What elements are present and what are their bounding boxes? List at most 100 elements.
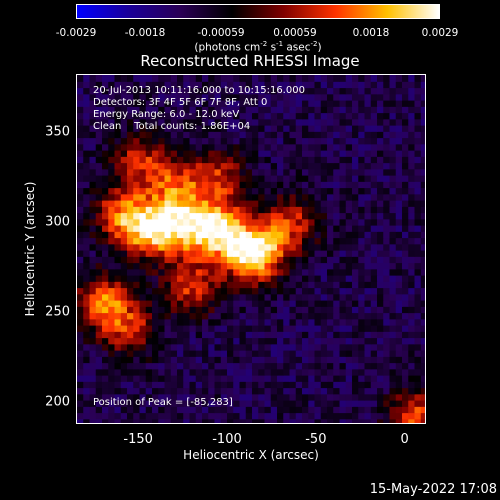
heatmap-cell (214, 87, 222, 95)
heatmap-cell (333, 212, 341, 220)
heatmap-cell (395, 250, 403, 257)
heatmap-cell (264, 337, 272, 345)
heatmap-cell (295, 131, 303, 139)
heatmap-cell (277, 256, 284, 264)
heatmap-cell (127, 112, 134, 120)
heatmap-cell (220, 168, 228, 176)
heatmap-cell (277, 118, 284, 126)
heatmap-cell (333, 100, 341, 107)
heatmap-cell (339, 100, 347, 107)
heatmap-cell (320, 400, 328, 407)
heatmap-cell (170, 406, 178, 414)
heatmap-cell (127, 193, 134, 201)
heatmap-cell (270, 368, 278, 376)
x-tick-label: -50 (305, 432, 327, 447)
heatmap-cell (408, 250, 416, 257)
heatmap-cell (233, 375, 241, 382)
y-tick-label: 200 (45, 394, 70, 410)
heatmap-cell (252, 250, 259, 257)
heatmap-cell (333, 93, 341, 101)
heatmap-cell (139, 400, 147, 407)
heatmap-cell (77, 75, 84, 82)
heatmap-cell (377, 206, 384, 214)
heatmap-cell (108, 225, 116, 232)
heatmap-cell (420, 131, 425, 139)
heatmap-cell (295, 337, 303, 345)
heatmap-cell (145, 331, 153, 339)
heatmap-cell (145, 150, 153, 157)
heatmap-cell (377, 256, 384, 264)
heatmap-cell (308, 212, 316, 220)
heatmap-cell (420, 325, 425, 332)
heatmap-cell (89, 218, 97, 226)
heatmap-cell (370, 143, 378, 151)
annotation-time-range: 20-Jul-2013 10:11:16.000 to 10:15:16.000 (93, 85, 305, 96)
heatmap-cell (189, 337, 197, 345)
heatmap-cell (302, 375, 309, 382)
heatmap-cell (364, 306, 372, 314)
heatmap-cell (195, 368, 203, 376)
heatmap-cell (108, 156, 116, 164)
heatmap-cell (270, 125, 278, 132)
heatmap-cell (364, 387, 372, 395)
heatmap-cell (377, 306, 384, 314)
heatmap-cell (139, 218, 147, 226)
heatmap-cell (289, 125, 297, 132)
heatmap-cell (120, 356, 128, 364)
heatmap-cell (77, 393, 84, 401)
heatmap-cell (352, 231, 359, 239)
heatmap-cell (408, 262, 416, 270)
heatmap-cell (320, 193, 328, 201)
heatmap-cell (227, 218, 234, 226)
heatmap-cell (302, 237, 309, 245)
heatmap-cell (364, 318, 372, 326)
heatmap-cell (295, 212, 303, 220)
heatmap-cell (214, 406, 222, 414)
heatmap-cell (308, 300, 316, 307)
heatmap-cell (77, 306, 84, 314)
heatmap-cell (239, 237, 247, 245)
heatmap-cell (164, 200, 172, 207)
heatmap-cell (333, 112, 341, 120)
heatmap-cell (214, 400, 222, 407)
heatmap-cell (245, 118, 253, 126)
heatmap-cell (214, 250, 222, 257)
heatmap-cell (214, 287, 222, 295)
heatmap-cell (377, 137, 384, 145)
heatmap-cell (164, 243, 172, 251)
heatmap-cell (364, 262, 372, 270)
heatmap-cell (402, 168, 409, 176)
heatmap-cell (133, 143, 141, 151)
heatmap-cell (89, 312, 97, 320)
heatmap-cell (208, 293, 216, 301)
heatmap-cell (245, 143, 253, 151)
heatmap-cell (264, 387, 272, 395)
heatmap-cell (177, 175, 184, 182)
heatmap-cell (408, 187, 416, 195)
heatmap-cell (389, 106, 397, 114)
heatmap-cell (327, 218, 334, 226)
heatmap-cell (364, 250, 372, 257)
heatmap-cell (420, 387, 425, 395)
heatmap-cell (264, 356, 272, 364)
heatmap-cell (195, 143, 203, 151)
heatmap-cell (252, 256, 259, 264)
heatmap-cell (164, 281, 172, 289)
heatmap-cell (314, 406, 322, 414)
heatmap-cell (189, 93, 197, 101)
heatmap-cell (370, 337, 378, 345)
heatmap-cell (264, 368, 272, 376)
heatmap-cell (383, 87, 391, 95)
heatmap-cell (239, 243, 247, 251)
heatmap-cell (214, 418, 222, 423)
heatmap-cell (277, 362, 284, 370)
heatmap-cell (408, 312, 416, 320)
heatmap-cell (189, 143, 197, 151)
heatmap-cell (295, 118, 303, 126)
heatmap-cell (139, 212, 147, 220)
heatmap-cell (352, 200, 359, 207)
heatmap-cell (214, 200, 222, 207)
heatmap-cell (383, 293, 391, 301)
heatmap-cell (133, 250, 141, 257)
heatmap-cell (345, 125, 353, 132)
